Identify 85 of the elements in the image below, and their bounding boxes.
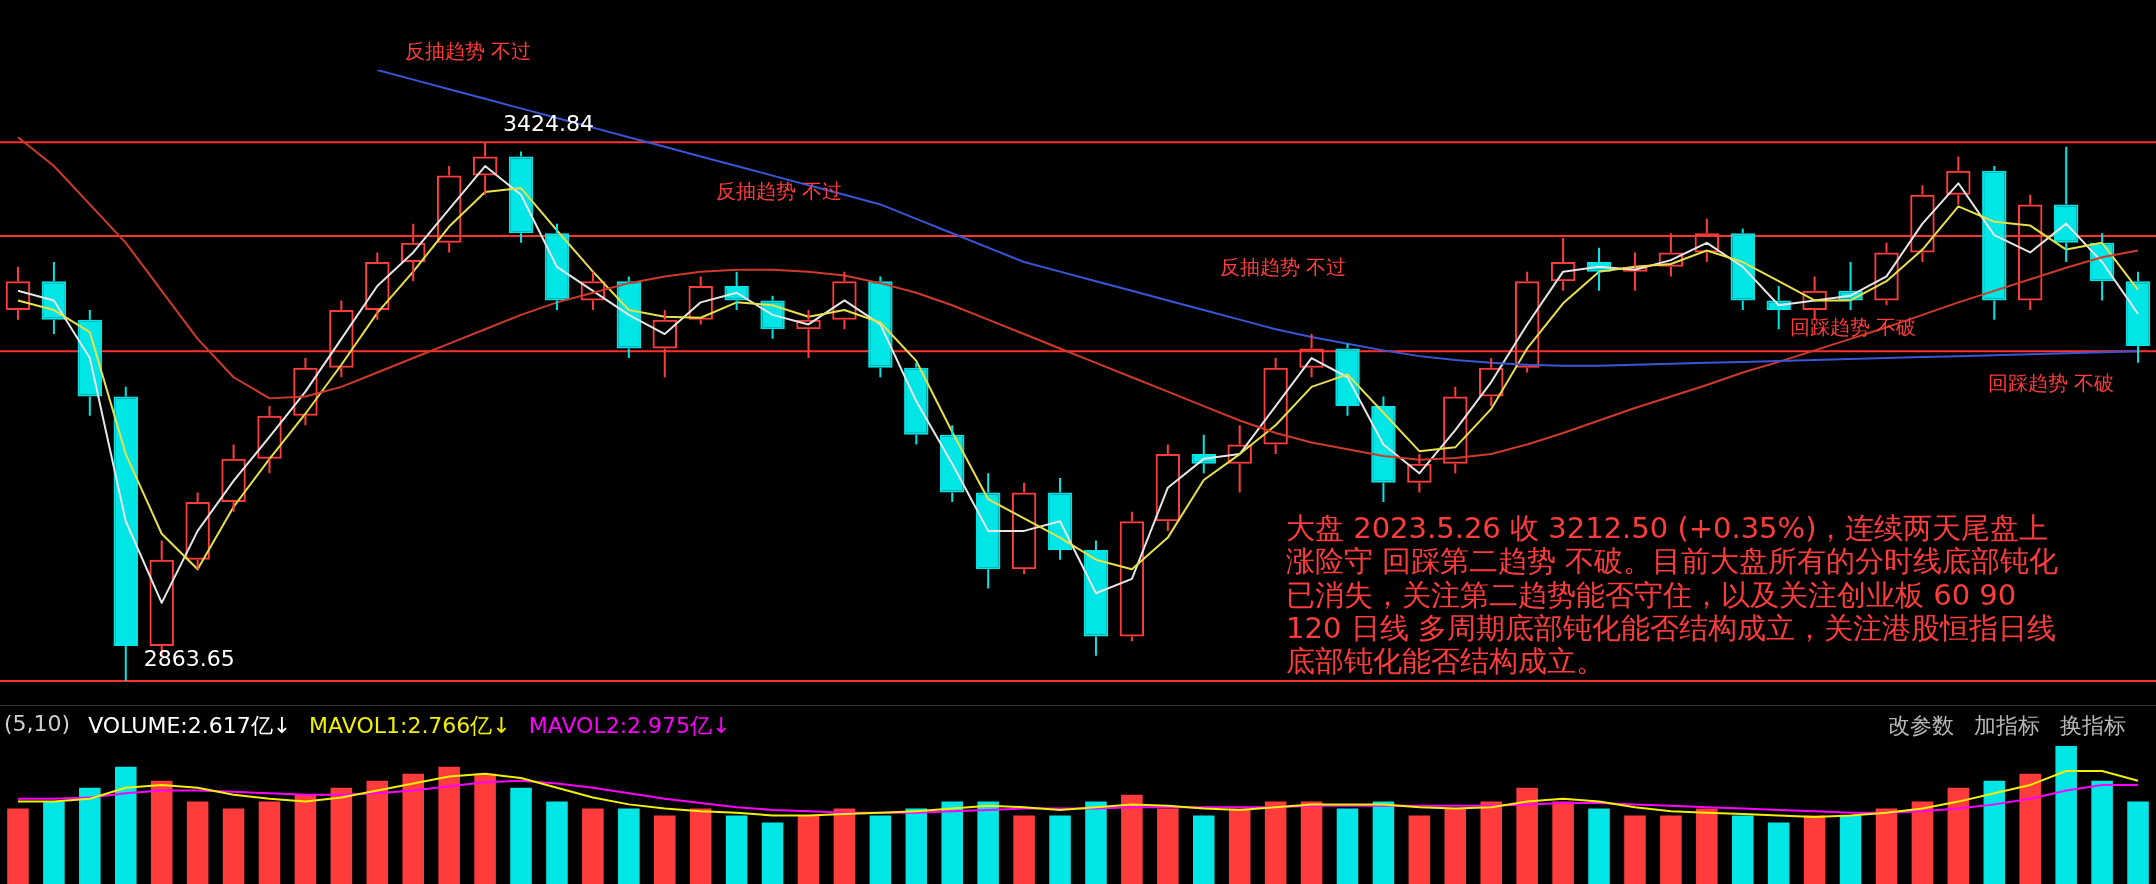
candlestick [113,385,138,682]
bar [1157,808,1179,884]
bar [1049,815,1071,884]
bar [186,801,209,884]
bar [1085,801,1107,884]
bar [833,808,856,884]
bar [618,808,640,884]
bar [869,815,892,884]
candlestick [2125,270,2151,364]
text: 换指标 [2060,712,2126,740]
bar [1731,815,1754,884]
bar [653,815,676,884]
bar [1803,815,1826,884]
bar [402,773,425,884]
bar [2019,773,2042,884]
bar [546,801,568,884]
bar [797,815,820,884]
bar [438,766,460,884]
bar [941,801,964,884]
bar [1372,801,1395,884]
bar [1228,808,1251,884]
candlestick [975,472,1001,590]
bar [79,787,101,884]
series-label: MAVOL1:2.766亿↓ [309,712,511,740]
bar [1192,815,1215,884]
bar [1300,801,1323,884]
bar [1839,815,1862,884]
bar [1624,815,1646,884]
chart-title: (5,10) [4,711,71,738]
candlestick [868,275,893,379]
candlestick [1730,227,1755,312]
bar [1480,801,1503,884]
bar [114,766,137,884]
bar [330,787,353,884]
bar [1696,808,1718,884]
bar [1013,815,1035,884]
annotation: 3424.84 [503,110,595,136]
bar [905,808,928,884]
bar [1264,801,1287,884]
bar [294,794,317,884]
bar [510,787,532,884]
bar [689,808,712,884]
annotation: 2863.65 [143,645,235,671]
text: 反抽趋势 不过 [405,39,533,63]
text: 加指标 [1974,712,2040,740]
candlestick [1982,165,2007,321]
bar [1336,808,1359,884]
bar [7,808,29,884]
annotation: 大盘 2023.5.26 收 3212.50 (+0.35%)，连续两天尾盘上涨险守 回踩第二趋势 不破。目前大盘所有的分时线底部钝化已消失，关注第二趋势能否守住，以及关注创业板 60 90 120 日线 多周期底部钝化能否结构成立，关注港股恒指日线底部钝化能否结构成立。 [1286,511,2060,679]
candlestick [1083,539,1109,657]
bar [1911,801,1934,884]
candlestick [1371,395,1396,504]
bar [1552,801,1574,884]
bar [2055,746,2077,884]
series-label: VOLUME:2.617亿↓ [88,712,292,740]
candlestick [2053,145,2079,264]
bar [761,822,784,884]
bar [1660,815,1682,884]
bar [1947,787,1970,884]
text: 改参数 [1888,712,1954,740]
candlestick [544,222,570,312]
bar [2091,780,2113,884]
bar [725,815,748,884]
bar [43,801,65,884]
bar [1444,808,1467,884]
series-label: MAVOL2:2.975亿↓ [528,712,731,740]
bar [258,801,281,884]
bar [1588,808,1610,884]
bar [1875,808,1898,884]
candlestick [508,150,534,244]
bar [1516,787,1538,884]
bar [1767,822,1790,884]
bar [2127,801,2149,884]
bar [150,780,173,884]
annotation: 反抽趋势 不过 [1220,255,1348,279]
bar [1408,815,1431,884]
candlestick [904,361,929,446]
bar [366,780,389,884]
bar [977,801,999,884]
bar [582,808,604,884]
annotation: 回踩趋势 不破 [1988,371,2116,395]
bar [222,808,245,884]
bar [1121,794,1143,884]
bar [474,773,496,884]
bar [1983,780,2006,884]
